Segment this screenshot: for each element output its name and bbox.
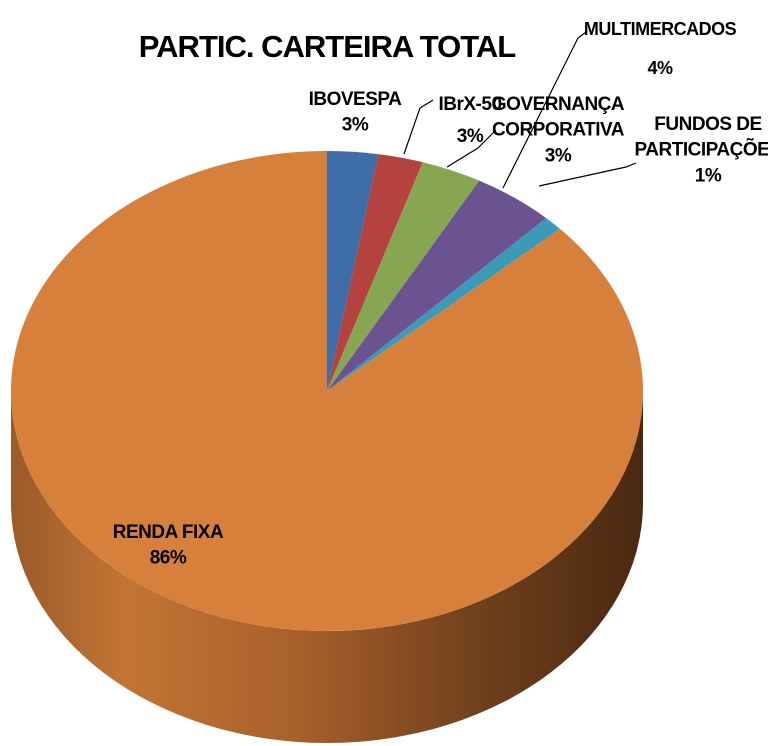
- pie-slice-multimercados: [327, 180, 547, 391]
- pie-side: [11, 391, 643, 743]
- pie-labels: IBOVESPA 3% IBrX-50 3% GOVERNANÇA CORPORATIVA…: [113, 19, 768, 569]
- slice-label: GOVERNANÇA: [492, 94, 625, 115]
- slice-percent-label: 3%: [545, 145, 572, 166]
- slice-label: IBrX-50: [438, 94, 501, 115]
- pie-slice-ibovespa: [327, 151, 379, 391]
- slice-label: RENDA FIXA: [113, 522, 224, 543]
- leader-line: [538, 162, 637, 187]
- leader-line: [403, 99, 434, 155]
- slice-label: FUNDOS DE: [654, 114, 761, 135]
- slice-label: CORPORATIVA: [492, 120, 625, 141]
- slice-label: PARTICIPAÇÕES: [635, 139, 768, 161]
- slice-percent-label: 1%: [695, 165, 722, 186]
- pie-slice-ibrx-50: [327, 154, 423, 391]
- slice-label: IBOVESPA: [309, 89, 403, 110]
- slice-percent-label: 4%: [647, 58, 673, 78]
- pie-slice-fundos-de-participa-es: [327, 218, 561, 391]
- pie-slices: [11, 151, 644, 631]
- slice-percent-label: 3%: [457, 126, 484, 147]
- pie-slice-governan-a-corporativa: [327, 162, 480, 391]
- slice-label: MULTIMERCADOS: [584, 19, 737, 39]
- chart-title: PARTIC. CARTEIRA TOTAL: [139, 29, 515, 64]
- pie-side-wall: [11, 391, 643, 743]
- pie-slice-renda-fixa: [11, 151, 644, 631]
- leader-line: [446, 131, 495, 168]
- leader-line: [502, 31, 587, 189]
- slice-percent-label: 86%: [150, 548, 187, 569]
- slice-percent-label: 3%: [342, 115, 369, 136]
